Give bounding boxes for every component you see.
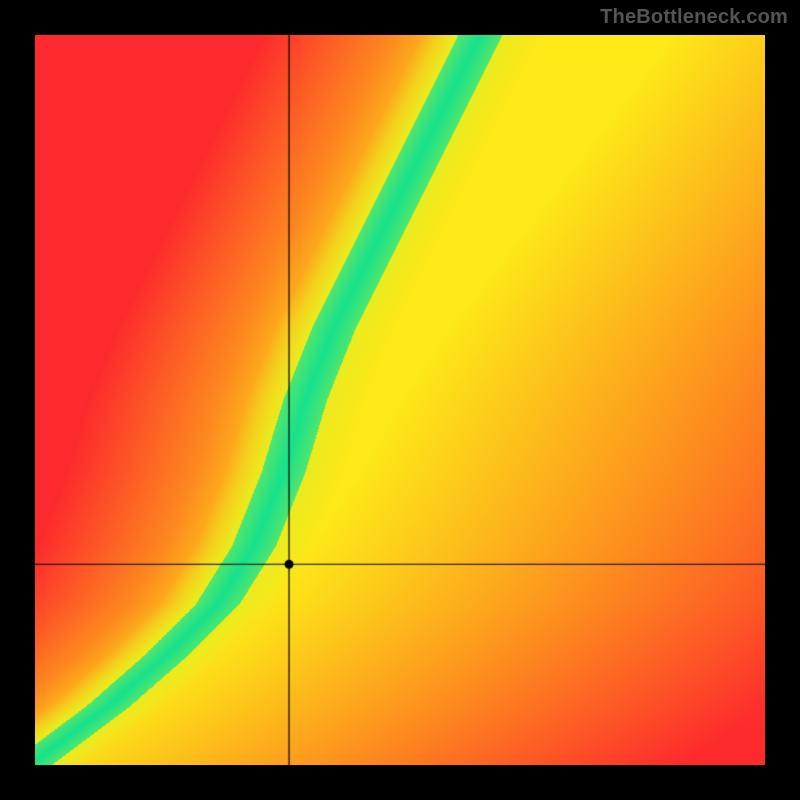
chart-container: TheBottleneck.com	[0, 0, 800, 800]
plot-area	[35, 35, 765, 765]
watermark-text: TheBottleneck.com	[600, 6, 788, 29]
heatmap-canvas	[35, 35, 765, 765]
